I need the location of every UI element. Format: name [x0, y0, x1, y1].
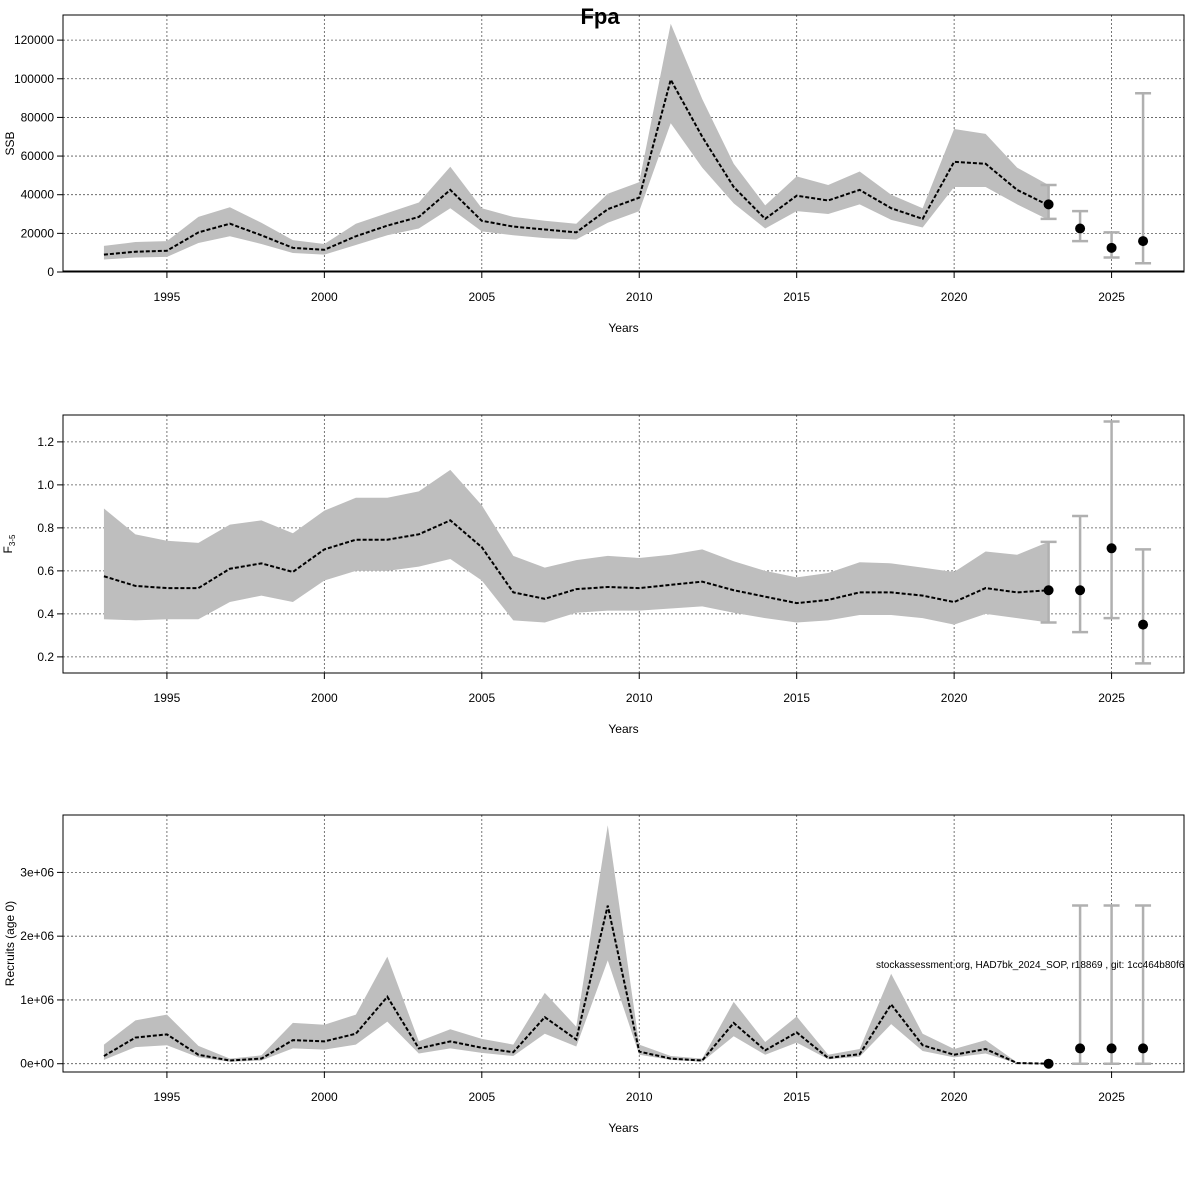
ssb-forecast-point-2024 — [1075, 223, 1086, 234]
rec-forecast-point-2024 — [1075, 1043, 1086, 1054]
f-y-tick-label-3: 0.8 — [37, 521, 54, 535]
rec-plot-frame — [62, 814, 1185, 1073]
f-y-tick-label-0: 0.2 — [37, 650, 54, 664]
rec-forecast-point-2025 — [1106, 1043, 1117, 1054]
rec-y-tick-label-3: 3e+06 — [20, 865, 54, 879]
f-x-tick-label-1995: 1995 — [154, 691, 181, 705]
ssb-y-axis-label: SSB — [3, 131, 17, 155]
ssb-y-tick-label-6: 120000 — [14, 33, 54, 47]
ssb-y-tick-label-1: 20000 — [21, 226, 55, 240]
rec-x-tick-label-2000: 2000 — [311, 1090, 338, 1104]
f-x-tick-label-2015: 2015 — [783, 691, 810, 705]
f-y-axis-label-main: F — [1, 546, 15, 553]
f-y-tick-label-4: 1.0 — [37, 478, 54, 492]
f-forecast-point-2023 — [1043, 585, 1054, 596]
rec-forecast-point-2023 — [1043, 1058, 1054, 1069]
f-forecast-point-2025 — [1106, 543, 1117, 554]
ssb-x-tick-label-2000: 2000 — [311, 290, 338, 304]
rec-estimate-line — [103, 905, 1049, 1065]
f-forecast-point-2024 — [1075, 585, 1086, 596]
rec-x-tick-label-2005: 2005 — [468, 1090, 495, 1104]
rec-x-tick-label-2020: 2020 — [941, 1090, 968, 1104]
ssb-x-axis-label: Years — [608, 321, 638, 335]
ssb-x-tick-label-2010: 2010 — [626, 290, 653, 304]
ssb-x-tick-label-1995: 1995 — [154, 290, 181, 304]
rec-y-tick-label-0: 0e+00 — [20, 1057, 54, 1071]
chart-title: Fpa — [580, 4, 620, 29]
rec-x-tick-label-2025: 2025 — [1098, 1090, 1125, 1104]
f-estimate-line — [103, 519, 1049, 605]
rec-forecast-point-2026 — [1138, 1043, 1149, 1054]
f-x-tick-label-2005: 2005 — [468, 691, 495, 705]
ssb-plot-frame — [62, 14, 1185, 273]
f-forecast-point-2026 — [1138, 619, 1149, 630]
f-y-axis-label-sub: 3-5 — [8, 534, 17, 546]
f-y-tick-label-1: 0.4 — [37, 607, 54, 621]
ssb-y-tick-label-0: 0 — [47, 265, 54, 279]
ssb-estimate-line — [103, 77, 1050, 256]
rec-y-tick-label-1: 1e+06 — [20, 993, 54, 1007]
f-panel: 1995 2000 2005 2010 2015 2020 2025 0.2 0.4 0.6 0.8… — [1, 414, 1185, 736]
ssb-forecast-point-2023 — [1043, 199, 1054, 210]
rec-x-tick-label-1995: 1995 — [154, 1090, 181, 1104]
footnote: stockassessment.org, HAD7bk_2024_SOP, r1… — [876, 960, 1185, 971]
ssb-forecast-point-2026 — [1138, 236, 1149, 247]
ssb-y-tick-label-5: 100000 — [14, 72, 54, 86]
f-y-tick-label-5: 1.2 — [37, 435, 54, 449]
ssb-x-tick-label-2025: 2025 — [1098, 290, 1125, 304]
ssb-y-tick-label-3: 60000 — [21, 149, 55, 163]
ssb-panel: 1995 2000 2005 2010 2015 2020 2025 0 20000 40000 6… — [3, 14, 1185, 335]
f-y-axis-label: F3-5 — [1, 534, 17, 553]
f-confidence-band — [103, 469, 1049, 625]
rec-x-axis-label: Years — [608, 1121, 638, 1135]
ssb-forecast-point-2025 — [1106, 242, 1117, 253]
rec-y-axis-label: Recruits (age 0) — [3, 901, 17, 986]
recruits-panel: 1995 2000 2005 2010 2015 2020 2025 0e+00 1e+06 2e… — [3, 814, 1185, 1135]
f-x-tick-label-2000: 2000 — [311, 691, 338, 705]
ssb-y-tick-label-4: 80000 — [21, 110, 55, 124]
rec-x-tick-label-2010: 2010 — [626, 1090, 653, 1104]
f-x-axis-label: Years — [608, 722, 638, 736]
ssb-confidence-band — [103, 23, 1049, 260]
ssb-x-tick-label-2005: 2005 — [468, 290, 495, 304]
f-x-tick-label-2010: 2010 — [626, 691, 653, 705]
f-x-tick-label-2025: 2025 — [1098, 691, 1125, 705]
f-y-tick-label-2: 0.6 — [37, 564, 54, 578]
ssb-x-tick-label-2020: 2020 — [941, 290, 968, 304]
rec-y-tick-label-2: 2e+06 — [20, 929, 54, 943]
f-x-tick-label-2020: 2020 — [941, 691, 968, 705]
rec-x-tick-label-2015: 2015 — [783, 1090, 810, 1104]
rec-confidence-band — [103, 825, 1049, 1064]
ssb-x-tick-label-2015: 2015 — [783, 290, 810, 304]
ssb-y-tick-label-2: 40000 — [21, 188, 55, 202]
f-plot-frame — [62, 414, 1185, 674]
